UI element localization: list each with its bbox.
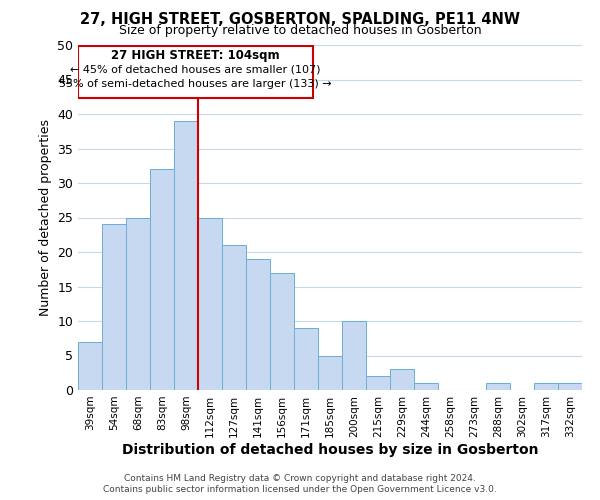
Text: ← 45% of detached houses are smaller (107): ← 45% of detached houses are smaller (10… [70, 64, 321, 74]
Bar [534, 383, 558, 390]
Text: Size of property relative to detached houses in Gosberton: Size of property relative to detached ho… [119, 24, 481, 37]
Bar [390, 370, 414, 390]
X-axis label: Distribution of detached houses by size in Gosberton: Distribution of detached houses by size … [122, 442, 538, 456]
Bar [366, 376, 390, 390]
Bar [198, 218, 222, 390]
Bar [222, 245, 246, 390]
Bar [78, 342, 102, 390]
Bar [318, 356, 342, 390]
FancyBboxPatch shape [78, 46, 313, 98]
Bar [486, 383, 510, 390]
Bar [174, 121, 198, 390]
Bar [294, 328, 318, 390]
Bar [270, 272, 294, 390]
Bar [558, 383, 582, 390]
Text: 27, HIGH STREET, GOSBERTON, SPALDING, PE11 4NW: 27, HIGH STREET, GOSBERTON, SPALDING, PE… [80, 12, 520, 28]
Bar [246, 259, 270, 390]
Bar [126, 218, 150, 390]
Bar [150, 169, 174, 390]
Bar [414, 383, 438, 390]
Text: Contains HM Land Registry data © Crown copyright and database right 2024.
Contai: Contains HM Land Registry data © Crown c… [103, 474, 497, 494]
Text: 27 HIGH STREET: 104sqm: 27 HIGH STREET: 104sqm [111, 49, 280, 62]
Y-axis label: Number of detached properties: Number of detached properties [38, 119, 52, 316]
Bar [342, 321, 366, 390]
Bar [102, 224, 126, 390]
Text: 55% of semi-detached houses are larger (133) →: 55% of semi-detached houses are larger (… [59, 80, 332, 90]
